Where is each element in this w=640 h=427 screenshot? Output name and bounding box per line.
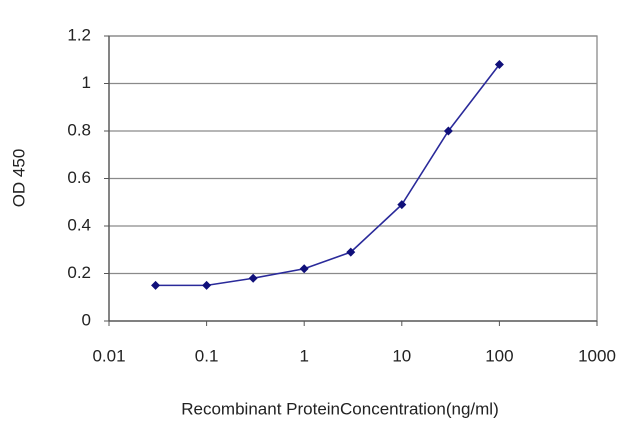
- x-tick-label: 0.1: [195, 346, 219, 365]
- y-tick-label: 1: [82, 73, 91, 92]
- x-tick-label: 1: [299, 346, 308, 365]
- data-point: [299, 264, 309, 274]
- x-axis-label: Recombinant ProteinConcentration(ng/ml): [181, 399, 499, 418]
- data-point: [248, 273, 258, 283]
- y-tick-label: 0: [82, 310, 91, 329]
- data-point: [397, 200, 407, 210]
- y-tick-label: 0.2: [67, 263, 91, 282]
- y-tick-label: 0.6: [67, 168, 91, 187]
- data-point: [346, 247, 356, 257]
- data-point: [494, 60, 504, 69]
- x-tick-label: 10: [392, 346, 411, 365]
- y-axis-label: OD 450: [9, 149, 28, 208]
- data-line: [155, 64, 501, 287]
- data-point: [202, 280, 212, 290]
- y-tick-label: 0.8: [67, 120, 91, 139]
- x-tick-label: 100: [485, 346, 513, 365]
- x-tick-label: 1000: [578, 346, 616, 365]
- data-point: [443, 126, 453, 136]
- data-point: [151, 280, 161, 290]
- y-tick-label: 1.2: [67, 25, 91, 44]
- y-tick-label: 0.4: [67, 215, 91, 234]
- x-tick-label: 0.01: [92, 346, 125, 365]
